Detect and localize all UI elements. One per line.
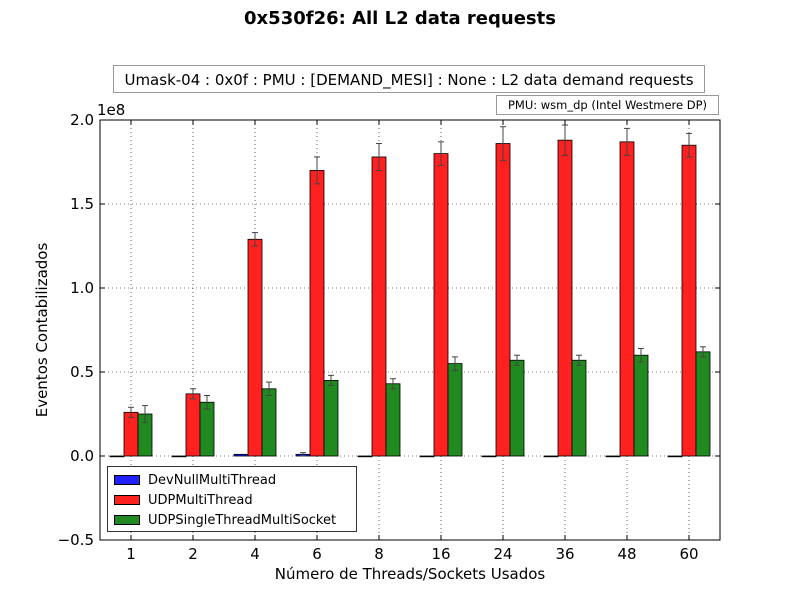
y-tick-label: 0.5	[70, 363, 94, 381]
chart-subtitle: Umask-04 : 0x0f : PMU : [DEMAND_MESI] : …	[113, 65, 705, 93]
legend-entry: UDPSingleThreadMultiSocket	[114, 510, 350, 530]
x-tick-label: 36	[555, 545, 574, 563]
legend-label: UDPSingleThreadMultiSocket	[148, 512, 337, 528]
legend-label: UDPMultiThread	[148, 492, 253, 508]
bar	[557, 139, 573, 457]
bar	[357, 455, 373, 458]
y-tick-label: −0.5	[58, 531, 94, 549]
bar	[323, 379, 339, 457]
bars	[109, 124, 711, 458]
x-tick-label: 2	[188, 545, 198, 563]
y-tick-label: 0.0	[70, 447, 94, 465]
bar	[571, 359, 587, 457]
legend-label: DevNullMultiThread	[148, 472, 277, 488]
bar	[509, 359, 525, 457]
legend-entry: UDPMultiThread	[114, 490, 350, 510]
bar	[233, 453, 249, 457]
axes: −0.50.00.51.01.52.01 2 4 6 8 16 24 36 48 60	[58, 111, 721, 563]
bar	[171, 455, 187, 458]
bar	[481, 455, 497, 458]
chart-title: 0x530f26: All L2 data requests	[244, 8, 556, 29]
x-tick-label: 4	[250, 545, 260, 563]
y-exponent-label: 1e8	[97, 101, 126, 119]
bar	[433, 153, 449, 457]
bar	[385, 383, 401, 457]
y-axis-label: Eventos Contabilizados	[33, 243, 51, 418]
x-tick-label: 60	[679, 545, 698, 563]
y-tick-label: 2.0	[70, 111, 94, 129]
bar	[261, 388, 277, 457]
x-tick-label: 6	[312, 545, 322, 563]
legend: DevNullMultiThread UDPMultiThread UDPSin…	[107, 466, 357, 532]
bar	[633, 354, 649, 457]
x-tick-label: 1	[126, 545, 136, 563]
bar	[123, 411, 139, 457]
legend-swatch-devnull	[114, 475, 140, 485]
bar	[109, 455, 125, 458]
x-tick-label: 8	[374, 545, 384, 563]
x-tick-label: 24	[493, 545, 512, 563]
legend-swatch-udpsingle	[114, 515, 140, 525]
legend-entry: DevNullMultiThread	[114, 470, 350, 490]
pmu-label: PMU: wsm_dp (Intel Westmere DP)	[496, 95, 719, 115]
bar	[309, 169, 325, 457]
bar	[371, 156, 387, 457]
legend-swatch-udpmulti	[114, 495, 140, 505]
bar	[605, 455, 621, 458]
y-tick-label: 1.0	[70, 279, 94, 297]
bar	[619, 141, 635, 457]
bar	[695, 351, 711, 457]
x-tick-label: 16	[431, 545, 450, 563]
bar	[667, 455, 683, 458]
bar	[247, 238, 263, 457]
y-tick-label: 1.5	[70, 195, 94, 213]
bar	[447, 363, 463, 457]
bar	[185, 393, 201, 457]
bar	[495, 143, 511, 457]
plot-frame	[99, 119, 721, 541]
bar	[199, 401, 215, 457]
x-axis-label: Número de Threads/Sockets Usados	[275, 565, 546, 583]
bar	[543, 455, 559, 458]
bar	[681, 144, 697, 457]
bar	[419, 455, 435, 458]
x-tick-label: 48	[617, 545, 636, 563]
